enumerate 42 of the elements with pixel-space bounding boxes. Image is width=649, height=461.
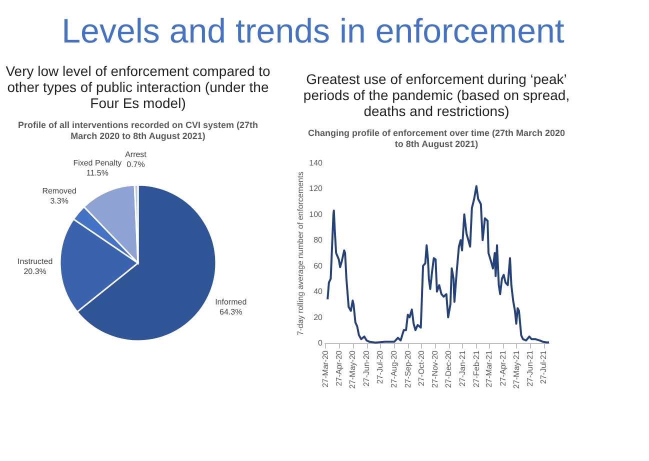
chart-subtitle: Profile of all interventions recorded on CVI system (27th March 2020 to 8th August 2021) [18,120,258,142]
data-label: 3.3% [50,196,68,206]
data-label: 64.3% [220,308,242,317]
chart-title: Very low level of enforcement compared to other types of public interaction (under the Four Es model) [6,63,271,112]
x-tick-label: 27-May-21 [512,350,521,389]
y-tick-label: 120 [309,184,324,194]
x-tick-label: 27-May-20 [348,350,358,389]
y-tick-label: 140 [309,158,324,168]
text: Levels and trends in enforcement [62,12,565,50]
data-label: 20.3% [24,267,46,276]
data-label: 11.5% [86,168,108,178]
slice-label: Informed [215,298,247,307]
y-tick-label: 0 [318,338,324,348]
slice-label: Instructed [18,257,53,266]
slice-label: Removed [42,186,76,196]
x-tick-label: 27-Jun-21 [526,350,535,387]
x-tick-label: 27-Mar-21 [484,350,494,388]
x-tick-label: 27-Mar-20 [320,350,330,388]
x-tick-label: 27-Oct-20 [416,350,426,386]
line-series [326,185,550,344]
x-tick-label: 27-Dec-20 [444,350,454,388]
y-tick-label: 60 [314,261,324,270]
x-tick-label: 27-Sep-20 [403,350,412,388]
data-label: 0.7% [126,160,145,170]
chart-subtitle: Changing profile of enforcement over time (27th March 2020 to 8th August 2021) [308,128,566,149]
slice-label: Fixed Penalty [73,158,122,168]
x-tick-label: 27-Aug-20 [389,350,398,388]
x-tick-label: 27-Jul-21 [539,350,548,384]
x-tick-label: 27-Jun-20 [362,350,372,387]
y-tick-label: 20 [314,312,324,322]
y-axis-title: 7-day rolling average number of enforcements [296,172,306,336]
x-tick-label: 27-Jul-20 [376,350,385,384]
y-tick-label: 100 [309,210,324,219]
x-tick-label: 27-Jan-21 [458,350,467,387]
x-tick-label: 27-Nov-20 [430,350,440,388]
slice-label: Arrest [125,150,148,160]
x-tick-label: 27-Feb-21 [472,350,481,388]
y-tick-label: 40 [314,287,324,296]
x-tick-label: 27-Apr-20 [334,350,344,386]
chart-title: Greatest use of enforcement during ‘peak’ periods of the pandemic (based on spread, deaths and restrictions) [303,71,570,119]
y-tick-label: 80 [314,236,324,245]
x-tick-label: 27-Apr-21 [498,350,508,386]
